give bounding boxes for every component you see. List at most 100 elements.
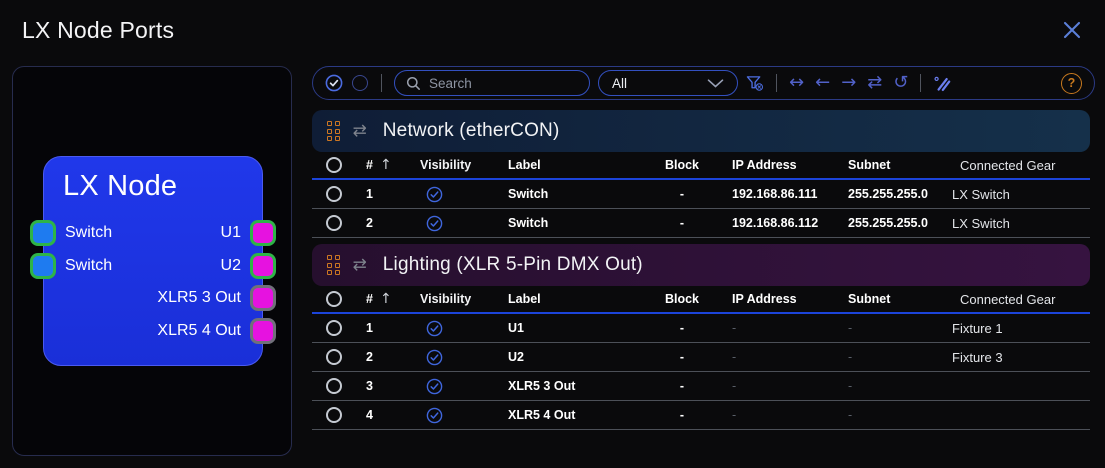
cell-ip: - [732, 350, 737, 364]
section-swap-icon[interactable]: ⇄ [352, 255, 367, 275]
table-row[interactable]: 2 U2 - - - Fixture 3 [312, 343, 1090, 372]
port-nav-group: ↔ ← → ⇄ ↺ [789, 74, 908, 92]
cell-block: - [679, 350, 685, 364]
cell-label: XLR5 3 Out [508, 379, 576, 393]
row-select-cell [312, 378, 356, 394]
batch-edit-button[interactable] [933, 74, 951, 92]
cell-ip: - [732, 408, 737, 422]
sort-asc-icon[interactable]: ↑ [379, 291, 392, 307]
row-select-circle[interactable] [326, 378, 342, 394]
column-header-subnet: Subnet [848, 292, 891, 306]
column-header-block: Block [664, 158, 700, 172]
cell-label: U1 [508, 321, 524, 335]
port-u1[interactable]: U1 [212, 220, 276, 246]
cell-block: - [679, 216, 685, 230]
cell-num: 4 [366, 408, 373, 422]
close-icon [1063, 21, 1081, 39]
port-xlr5-3-out[interactable]: XLR5 3 Out [148, 285, 276, 311]
select-all-cell [312, 291, 356, 307]
undo-icon[interactable]: ↺ [893, 72, 909, 93]
table-row[interactable]: 1 Switch - 192.168.86.111 255.255.255.0 LX Sw… [312, 180, 1090, 209]
select-all-circle[interactable] [326, 157, 342, 173]
table-row[interactable]: 2 Switch - 192.168.86.112 255.255.255.0 LX Sw… [312, 209, 1090, 238]
select-all-circle[interactable] [326, 291, 342, 307]
port-label: Switch [65, 224, 113, 241]
cell-subnet: - [848, 321, 853, 335]
dialog-content: LX Node Switch Switch U1 U2 XLR5 3 Out XLR5 4… [12, 66, 1095, 456]
cell-subnet: 255.255.255.0 [848, 187, 928, 201]
port-xlr5-4-out[interactable]: XLR5 4 Out [148, 317, 276, 344]
sort-asc-icon[interactable]: ↑ [379, 157, 392, 173]
network-port-icon[interactable] [30, 252, 56, 279]
row-select-circle[interactable] [326, 186, 342, 202]
expand-both-icon[interactable]: ↔ [789, 72, 805, 93]
row-select-circle[interactable] [326, 320, 342, 336]
cell-visibility[interactable] [404, 215, 500, 232]
funnel-x-icon [746, 75, 764, 91]
filter-dropdown[interactable]: All [598, 70, 738, 96]
section-title: Network (etherCON) [382, 120, 560, 141]
node-graph-panel: LX Node Switch Switch U1 U2 XLR5 3 Out XLR5 4… [12, 66, 292, 456]
cell-visibility[interactable] [404, 378, 500, 395]
help-button[interactable]: ? [1061, 72, 1082, 94]
dmx-port-icon[interactable] [250, 252, 276, 279]
section-swap-icon[interactable]: ⇄ [352, 121, 367, 141]
dmx-port-icon[interactable] [250, 285, 276, 311]
clear-filter-button[interactable] [746, 74, 764, 92]
cell-label: U2 [508, 350, 524, 364]
visibility-check-icon [426, 215, 443, 231]
port-label: XLR5 3 Out [157, 289, 241, 306]
column-header-label: Label [508, 158, 541, 172]
cell-label: Switch [508, 187, 549, 201]
dmx-port-icon[interactable] [250, 220, 276, 246]
section-lighting: ⇄ Lighting (XLR 5-Pin DMX Out) # ↑ Visibilit… [312, 244, 1090, 430]
table-row[interactable]: 1 U1 - - - Fixture 1 [312, 314, 1090, 343]
table-row[interactable]: 4 XLR5 4 Out - - - [312, 401, 1090, 430]
swap-icon[interactable]: ⇄ [867, 72, 883, 93]
column-header-num: # ↑ [356, 291, 404, 307]
check-circle-icon [325, 74, 343, 92]
cell-block: - [679, 379, 685, 393]
port-label: Switch [65, 256, 113, 274]
cell-visibility[interactable] [404, 320, 500, 337]
port-u2[interactable]: U2 [212, 252, 276, 279]
row-select-circle[interactable] [326, 349, 342, 365]
port-switch[interactable]: Switch [30, 252, 121, 279]
select-all-button[interactable] [325, 74, 343, 92]
port-label: U1 [220, 224, 241, 241]
lx-node-card[interactable]: LX Node Switch Switch U1 U2 XLR5 3 Out XLR5 4… [30, 156, 276, 366]
cell-visibility[interactable] [404, 186, 500, 203]
drag-handle-icon[interactable] [327, 121, 340, 141]
cell-num: 1 [366, 321, 373, 335]
ports-table-panel: All ↔ ← → ⇄ [312, 66, 1095, 456]
cell-visibility[interactable] [404, 349, 500, 366]
row-select-circle[interactable] [326, 215, 342, 231]
row-select-circle[interactable] [326, 407, 342, 423]
cell-ip: 192.168.86.111 [732, 187, 818, 201]
cell-label: XLR5 4 Out [508, 408, 576, 422]
row-select-cell [312, 349, 356, 365]
cell-ip: - [732, 321, 737, 335]
cell-visibility[interactable] [404, 407, 500, 424]
cell-block: - [679, 321, 685, 335]
table-header-row: # ↑ Visibility Label Block IP Address Subnet Co… [312, 286, 1090, 314]
section-title: Lighting (XLR 5-Pin DMX Out) [382, 254, 643, 275]
close-button[interactable] [1059, 17, 1085, 43]
deselect-all-button[interactable] [351, 74, 369, 92]
network-port-icon[interactable] [30, 220, 56, 246]
arrow-left-icon[interactable]: ← [815, 72, 831, 93]
drag-handle-icon[interactable] [327, 255, 340, 275]
search-box[interactable] [394, 70, 590, 96]
table-row[interactable]: 3 XLR5 3 Out - - - [312, 372, 1090, 401]
arrow-right-icon[interactable]: → [841, 72, 857, 93]
port-switch[interactable]: Switch [30, 220, 121, 246]
port-sections: ⇄ Network (etherCON) # ↑ Visibility Label Bloc… [312, 110, 1095, 430]
section-header-lighting: ⇄ Lighting (XLR 5-Pin DMX Out) [312, 244, 1090, 286]
toolbar-divider [920, 74, 922, 92]
search-input[interactable] [429, 75, 578, 91]
cell-subnet: - [848, 379, 853, 393]
table-header-row: # ↑ Visibility Label Block IP Address Subnet Co… [312, 152, 1090, 180]
dmx-port-icon[interactable] [250, 317, 276, 344]
column-header-num: # ↑ [356, 157, 404, 173]
column-header-ip: IP Address [732, 292, 797, 306]
